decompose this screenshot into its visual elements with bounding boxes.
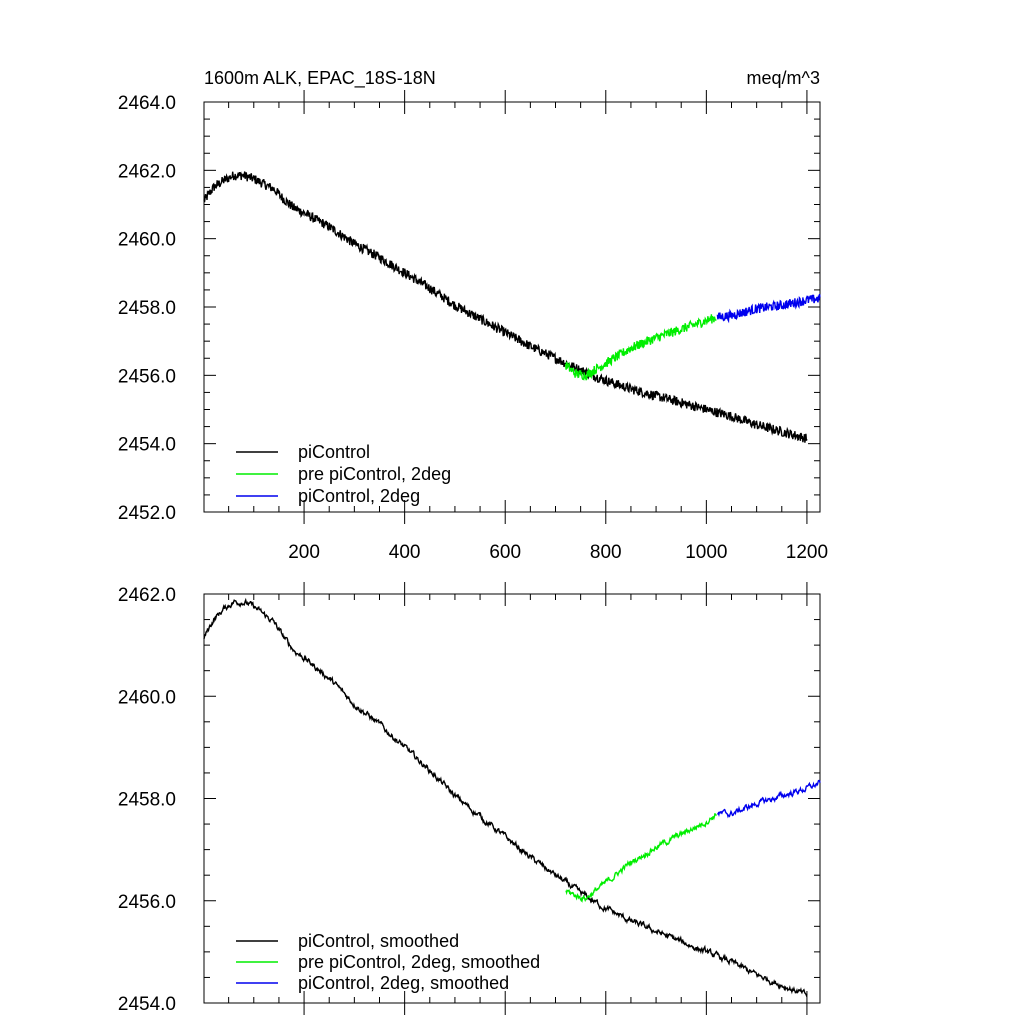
x-tick-label: 200 — [288, 542, 320, 563]
y-tick-label: 2452.0 — [118, 503, 176, 524]
legend-label: pre piControl, 2deg — [298, 464, 451, 484]
y-tick-label: 2458.0 — [118, 790, 176, 811]
x-tick-label: 800 — [590, 542, 622, 563]
legend-label: piControl, 2deg, smoothed — [298, 973, 509, 993]
y-tick-label: 2458.0 — [118, 298, 176, 319]
units-label: meq/m^3 — [747, 68, 820, 88]
y-tick-label: 2462.0 — [118, 161, 176, 182]
x-tick-label: 400 — [389, 542, 421, 563]
legend-label: pre piControl, 2deg, smoothed — [298, 952, 540, 972]
legend-label: piControl — [298, 442, 370, 462]
bottom-panel: 2454.0 2456.0 2458.0 2460.0 2462.0 piControl,… — [118, 582, 821, 1015]
y-tick-label: 2456.0 — [118, 366, 176, 387]
series-line-2 — [716, 293, 821, 324]
series-line-0 — [203, 171, 808, 443]
x-tick-label: 1000 — [685, 542, 727, 563]
series-line-0 — [203, 597, 808, 998]
y-tick-label: 2462.0 — [118, 585, 176, 606]
y-tick-label: 2454.0 — [118, 435, 176, 456]
y-tick-label: 2454.0 — [118, 994, 176, 1015]
y-tick-label: 2460.0 — [118, 687, 176, 708]
top-panel: 1600m ALK, EPAC_18S-18N meq/m^3 2452.0 24… — [118, 68, 828, 563]
legend-label: piControl, smoothed — [298, 931, 459, 951]
legend-label: piControl, 2deg — [298, 486, 420, 506]
y-tick-label: 2464.0 — [118, 93, 176, 114]
series-line-1 — [564, 314, 717, 381]
y-tick-label: 2460.0 — [118, 230, 176, 251]
plot-frame — [203, 101, 821, 513]
x-tick-label: 1200 — [786, 542, 828, 563]
series-line-1 — [565, 812, 717, 903]
y-tick-label: 2456.0 — [118, 892, 176, 913]
x-tick-label: 600 — [489, 542, 521, 563]
chart-title: 1600m ALK, EPAC_18S-18N — [204, 68, 436, 89]
series-line-2 — [717, 779, 821, 819]
